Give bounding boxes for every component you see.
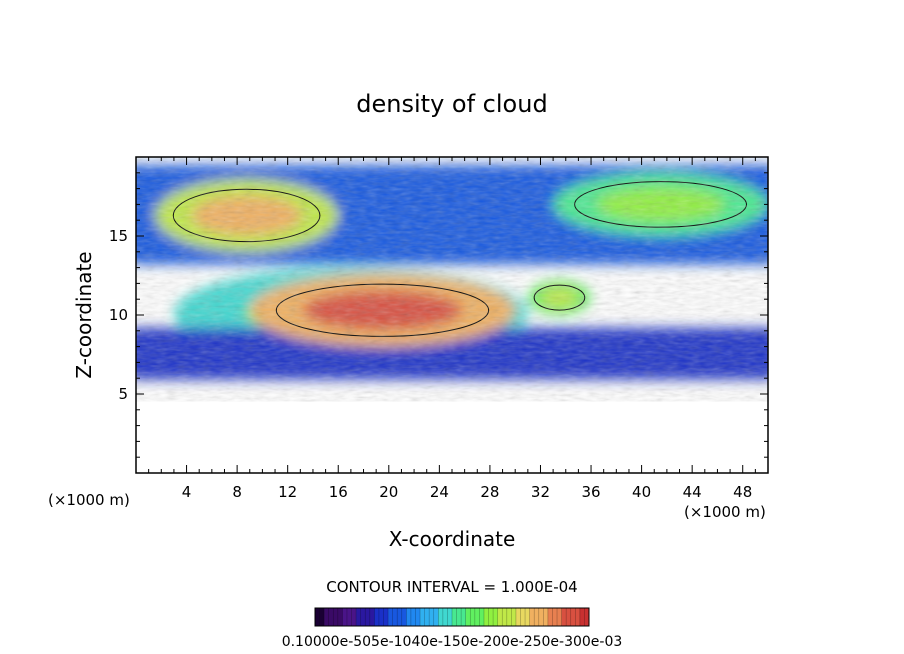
colorbar-cell xyxy=(566,608,572,626)
colorbar-cell xyxy=(369,608,375,626)
colorbar-cell xyxy=(392,608,398,626)
colorbar-cell xyxy=(584,608,590,626)
colorbar-cell xyxy=(461,608,466,626)
colorbar-cell xyxy=(406,608,412,626)
colorbar-cell xyxy=(502,608,508,626)
colorbar-cell xyxy=(433,608,439,626)
colorbar-cell xyxy=(538,608,544,626)
colorbar-cell xyxy=(360,608,366,626)
colorbar-cell xyxy=(346,608,352,626)
x-tick-label: 36 xyxy=(581,483,600,501)
field-texture xyxy=(136,164,768,380)
colorbar-cell xyxy=(493,608,498,626)
colorbar-cell xyxy=(529,608,535,626)
cloud-density-field xyxy=(136,164,768,380)
colorbar-cell xyxy=(378,608,384,626)
colorbar-cell xyxy=(397,608,403,626)
colorbar-cell xyxy=(319,608,325,626)
x-unit-left: (×1000 m) xyxy=(48,491,130,509)
colorbar-cell xyxy=(465,608,471,626)
x-tick-label: 8 xyxy=(232,483,242,501)
colorbar-cell xyxy=(483,608,489,626)
colorbar-cell xyxy=(438,608,444,626)
colorbar-cell xyxy=(474,608,480,626)
colorbar-cell xyxy=(456,608,462,626)
colorbar-cell xyxy=(324,608,329,626)
colorbar-cell xyxy=(442,608,448,626)
chart-title: density of cloud xyxy=(356,90,547,118)
x-axis-label: X-coordinate xyxy=(389,527,516,551)
contour-interval-text: CONTOUR INTERVAL = 1.000E-04 xyxy=(326,578,577,596)
colorbar-cell xyxy=(552,608,558,626)
x-tick-label: 32 xyxy=(531,483,550,501)
colorbar-cell xyxy=(356,608,361,626)
colorbar-cell xyxy=(452,608,457,626)
x-tick-label: 48 xyxy=(733,483,752,501)
colorbar-cell xyxy=(315,608,320,626)
colorbar-cell xyxy=(557,608,562,626)
colorbar-cell xyxy=(525,608,530,626)
y-axis-label: Z-coordinate xyxy=(72,251,96,378)
x-tick-label: 20 xyxy=(379,483,398,501)
x-tick-label: 4 xyxy=(182,483,192,501)
x-tick-label: 44 xyxy=(683,483,702,501)
x-tick-label: 24 xyxy=(430,483,449,501)
colorbar-cell xyxy=(534,608,540,626)
colorbar-cell xyxy=(497,608,503,626)
colorbar-cell xyxy=(410,608,416,626)
colorbar-cell xyxy=(479,608,485,626)
colorbar-cell xyxy=(511,608,517,626)
colorbar-cell xyxy=(333,608,339,626)
x-tick-label: 40 xyxy=(632,483,651,501)
x-axis-ticks: 4 8 12 16 20 24 28 32 36 40 44 48 xyxy=(148,157,756,501)
colorbar-cell xyxy=(575,608,581,626)
y-tick-label: 10 xyxy=(109,306,128,324)
colorbar-cell xyxy=(337,608,343,626)
colorbar-cell xyxy=(515,608,521,626)
x-unit-right: (×1000 m) xyxy=(684,503,766,521)
x-tick-label: 16 xyxy=(329,483,348,501)
colorbar-cell xyxy=(520,608,526,626)
y-tick-label: 15 xyxy=(109,227,128,245)
colorbar-cell xyxy=(543,608,549,626)
colorbar-cell xyxy=(415,608,421,626)
colorbar-cell xyxy=(388,608,393,626)
colorbar-cell xyxy=(342,608,348,626)
colorbar-cell xyxy=(570,608,576,626)
y-tick-label: 5 xyxy=(118,385,128,403)
colorbar-cell xyxy=(383,608,389,626)
colorbar-cell xyxy=(447,608,453,626)
colorbar-cell xyxy=(429,608,435,626)
colorbar-cell xyxy=(547,608,553,626)
y-axis-ticks: 5 10 15 xyxy=(109,172,768,458)
colorbar-cell xyxy=(488,608,494,626)
colorbar-cell xyxy=(424,608,430,626)
colorbar-cell xyxy=(579,608,585,626)
colorbar-cell xyxy=(470,608,476,626)
colorbar-labels: 0.10000e-505e-1040e-150e-200e-250e-300e-… xyxy=(282,634,623,650)
colorbar-cell xyxy=(506,608,512,626)
colorbar-cell xyxy=(420,608,425,626)
colorbar-cell xyxy=(561,608,567,626)
colorbar-cell xyxy=(374,608,380,626)
colorbar-cell xyxy=(351,608,357,626)
colorbar-cell xyxy=(328,608,334,626)
colorbar-frame xyxy=(314,607,590,627)
x-tick-label: 12 xyxy=(278,483,297,501)
colorbar xyxy=(314,607,590,627)
colorbar-cell xyxy=(365,608,371,626)
x-tick-label: 28 xyxy=(480,483,499,501)
colorbar-cell xyxy=(401,608,407,626)
